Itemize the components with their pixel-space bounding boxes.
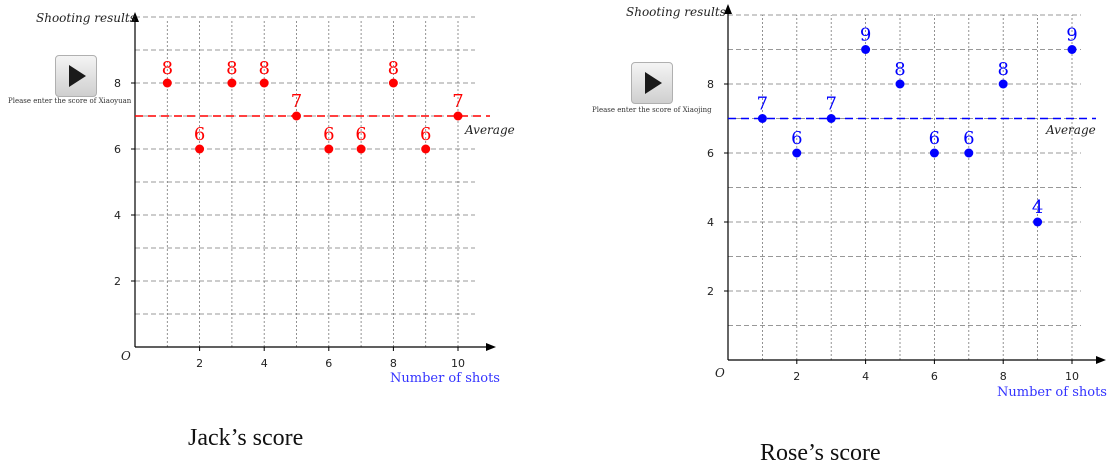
y-tick-label: 8 [114,77,121,90]
data-label: 6 [963,128,974,149]
rose-score-panel: 2 4 6 8 10 2 4 6 8 7 6 7 9 8 6 6 8 4 9 Shooting results Num… [556,0,1112,467]
data-point [453,111,463,121]
play-caption: Please enter the score of Xiaojing [592,106,712,114]
play-button[interactable] [631,62,673,104]
jack-score-panel: 2 4 6 8 10 2 4 6 8 8 6 8 8 7 6 6 8 6 7 Shooting results Num… [8,11,515,451]
data-point [292,111,301,121]
x-tick-label: 2 [196,357,203,370]
data-point [356,144,366,154]
rose-score-chart: 2 4 6 8 10 2 4 6 8 7 6 7 9 8 6 6 8 4 9 Shooting results Num… [626,4,1107,400]
data-point [162,78,172,88]
play-caption: Please enter the score of Xiaoyuan [8,97,132,105]
x-axis-arrow-icon [486,343,496,351]
data-point [861,45,871,54]
y-axis-arrow-icon [131,12,139,22]
y-axis-arrow-icon [724,4,732,14]
data-label: 6 [929,128,940,149]
x-tick-label: 8 [390,357,397,370]
y-axis-title: Shooting results [626,5,726,19]
data-label: 6 [420,124,431,145]
data-label: 8 [258,58,269,79]
x-tick-label: 6 [931,370,938,383]
x-tick-label: 4 [261,357,268,370]
data-point [792,148,802,158]
data-label: 8 [388,58,399,79]
y-tick-label: 6 [114,143,121,156]
data-label: 8 [894,59,905,80]
average-label: Average [1045,123,1096,137]
x-tick-label: 10 [1065,370,1079,383]
data-point [929,148,939,158]
data-point [998,79,1008,89]
data-label: 9 [860,25,871,46]
data-point [826,114,836,123]
y-tick-label: 4 [707,216,714,229]
chart-caption: Jack’s score [188,425,304,451]
data-label: 7 [757,94,768,115]
data-label: 6 [791,128,802,149]
data-point [1067,45,1077,54]
y-tick-label: 6 [707,147,714,160]
y-tick-label: 2 [707,285,714,298]
y-tick-label: 2 [114,275,121,288]
x-tick-label: 4 [862,370,869,383]
play-icon [645,72,662,94]
data-label: 7 [825,94,836,115]
y-tick-label: 4 [114,209,121,222]
data-point [324,144,334,154]
data-point [895,79,905,89]
data-label: 4 [1032,197,1043,218]
data-label: 9 [1066,25,1077,46]
data-label: 8 [226,58,237,79]
data-point [1033,217,1043,227]
x-tick-label: 10 [451,357,465,370]
data-label: 8 [162,58,173,79]
chart-caption: Rose’s score [760,440,881,466]
y-axis-title: Shooting results [36,11,136,25]
data-label: 8 [997,59,1008,80]
play-button[interactable] [55,55,97,97]
data-point [757,114,767,123]
y-tick-label: 8 [707,78,714,91]
x-tick-label: 6 [325,357,332,370]
x-tick-label: 2 [793,370,800,383]
play-icon [69,65,86,87]
data-point [388,78,398,88]
data-point [195,144,205,154]
data-label: 6 [355,124,366,145]
data-label: 7 [291,91,302,112]
data-point [421,144,431,154]
data-label: 7 [452,91,463,112]
data-label: 6 [194,124,205,145]
x-axis-title: Number of shots [997,385,1107,400]
data-point [227,78,237,88]
x-axis-title: Number of shots [390,371,500,386]
origin-label: O [121,349,131,363]
average-label: Average [464,123,515,137]
data-label: 6 [323,124,334,145]
data-point [964,148,974,158]
origin-label: O [715,366,725,380]
data-point [259,78,269,88]
x-axis-arrow-icon [1096,356,1106,364]
x-tick-label: 8 [1000,370,1007,383]
